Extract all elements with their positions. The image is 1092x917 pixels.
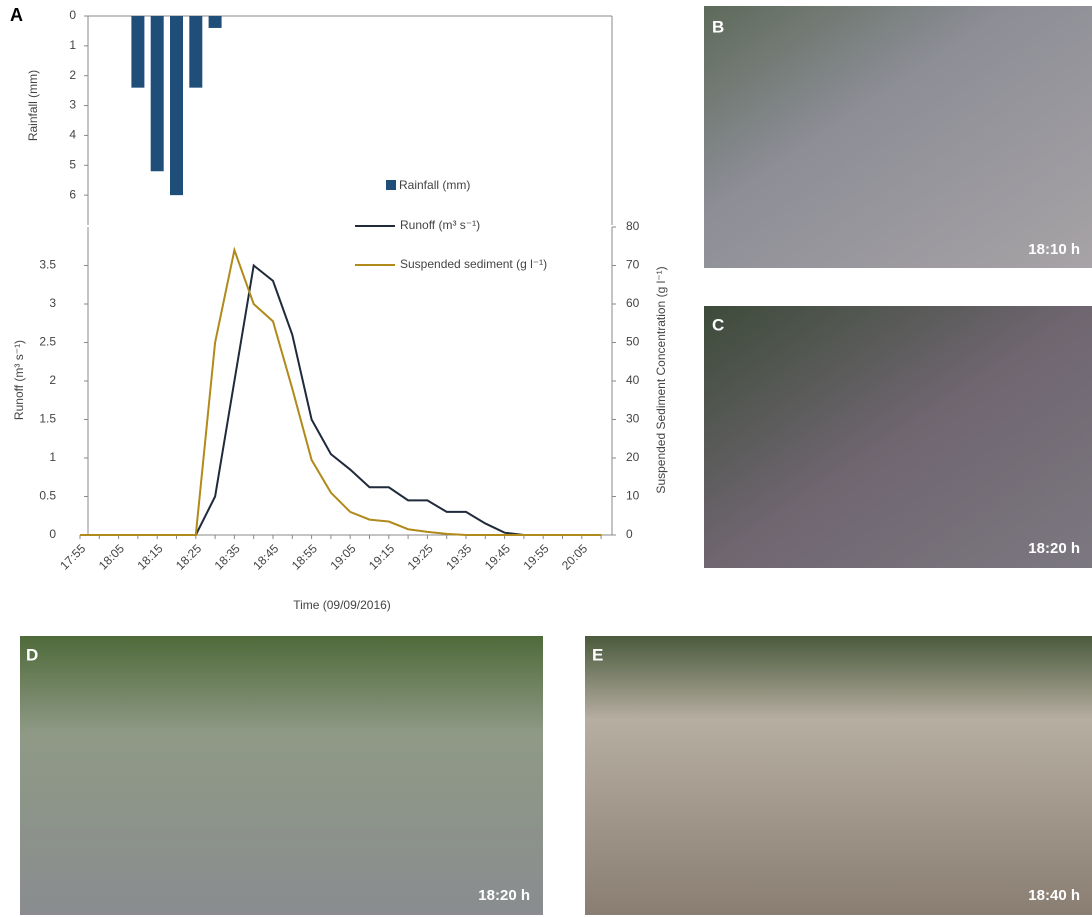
y-tick-label: 1 bbox=[69, 38, 76, 52]
line bbox=[80, 266, 601, 536]
legend-swatch bbox=[386, 180, 396, 190]
x-tick-label: 18:55 bbox=[289, 541, 320, 572]
x-tick-label: 19:05 bbox=[327, 541, 358, 572]
y-tick-label: 3.5 bbox=[39, 258, 56, 272]
x-tick-label: 18:35 bbox=[212, 541, 243, 572]
x-tick-label: 18:45 bbox=[250, 541, 281, 572]
y2-tick-label: 40 bbox=[626, 373, 640, 387]
figure: A B 18:10 h C 18:20 h D 18:20 h E 18:40 … bbox=[0, 0, 1092, 917]
y2-tick-label: 0 bbox=[626, 527, 633, 541]
photo-label: E bbox=[592, 645, 603, 664]
y-tick-label: 3 bbox=[49, 296, 56, 310]
line bbox=[80, 250, 601, 535]
y-tick-label: 0 bbox=[69, 8, 76, 22]
y-tick-label: 2 bbox=[49, 373, 56, 387]
bar bbox=[151, 16, 164, 171]
legend-label: Suspended sediment (g l⁻¹) bbox=[400, 257, 547, 271]
y-tick-label: 1 bbox=[49, 450, 56, 464]
x-tick-label: 20:05 bbox=[559, 541, 590, 572]
y-tick-label: 1.5 bbox=[39, 412, 56, 426]
x-tick-label: 19:35 bbox=[443, 541, 474, 572]
y-tick-label: 0 bbox=[49, 527, 56, 541]
y2-tick-label: 10 bbox=[626, 489, 640, 503]
y2-tick-label: 60 bbox=[626, 296, 640, 310]
photo-label: C bbox=[712, 315, 724, 334]
photo-time: 18:20 h bbox=[478, 887, 530, 904]
y2-tick-label: 20 bbox=[626, 450, 640, 464]
legend-label: Rainfall (mm) bbox=[399, 178, 470, 192]
photo bbox=[585, 636, 1092, 915]
y-tick-label: 0.5 bbox=[39, 489, 56, 503]
y-tick-label: 2 bbox=[69, 68, 76, 82]
photo-label: D bbox=[26, 645, 38, 664]
x-tick-label: 19:25 bbox=[405, 541, 436, 572]
photo-time: 18:10 h bbox=[1028, 241, 1080, 258]
photo bbox=[704, 306, 1092, 568]
x-tick-label: 19:15 bbox=[366, 541, 397, 572]
panel-letter: A bbox=[10, 5, 23, 25]
x-tick-label: 18:25 bbox=[173, 541, 204, 572]
bar bbox=[189, 16, 202, 88]
photo bbox=[704, 6, 1092, 268]
y2-tick-label: 30 bbox=[626, 412, 640, 426]
bar bbox=[209, 16, 222, 28]
x-tick-label: 19:55 bbox=[520, 541, 551, 572]
photo-label: B bbox=[712, 17, 724, 36]
x-tick-label: 19:45 bbox=[482, 541, 513, 572]
x-tick-label: 18:05 bbox=[96, 541, 127, 572]
y-tick-label: 5 bbox=[69, 157, 76, 171]
x-axis-title: Time (09/09/2016) bbox=[293, 598, 391, 612]
x-tick-label: 18:15 bbox=[134, 541, 165, 572]
x-tick-label: 17:55 bbox=[57, 541, 88, 572]
y-axis-title: Runoff (m³ s⁻¹) bbox=[12, 340, 26, 420]
y-tick-label: 6 bbox=[69, 187, 76, 201]
y-tick-label: 4 bbox=[69, 128, 76, 142]
y-tick-label: 3 bbox=[69, 98, 76, 112]
y-axis-title: Rainfall (mm) bbox=[26, 70, 40, 141]
y2-tick-label: 80 bbox=[626, 219, 640, 233]
photo-time: 18:40 h bbox=[1028, 887, 1080, 904]
bar bbox=[131, 16, 144, 88]
legend-label: Runoff (m³ s⁻¹) bbox=[400, 218, 480, 232]
y2-axis-title: Suspended Sediment Concentration (g l⁻¹) bbox=[654, 266, 668, 493]
photo-time: 18:20 h bbox=[1028, 540, 1080, 557]
y2-tick-label: 70 bbox=[626, 258, 640, 272]
y-tick-label: 2.5 bbox=[39, 335, 56, 349]
bar bbox=[170, 16, 183, 195]
photo bbox=[20, 636, 543, 915]
y2-tick-label: 50 bbox=[626, 335, 640, 349]
